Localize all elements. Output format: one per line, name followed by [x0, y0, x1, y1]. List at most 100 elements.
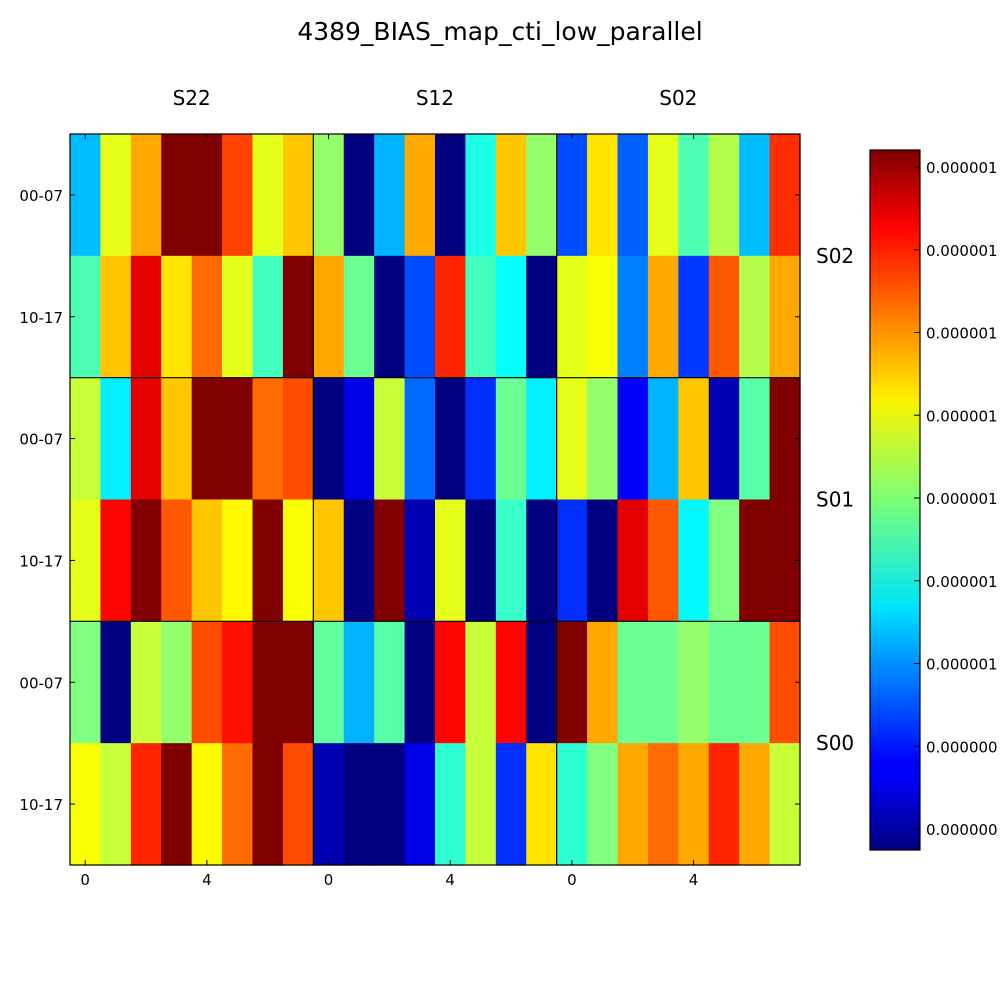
colorbar-tick-label: 0.000000 — [926, 821, 998, 839]
heatmap-cell — [191, 134, 223, 257]
heatmap-cell — [191, 255, 223, 379]
heatmap-cell — [374, 499, 406, 622]
heatmap-cell — [100, 255, 132, 379]
heatmap-cell — [556, 255, 588, 379]
heatmap-cell — [313, 743, 345, 866]
heatmap-cell — [282, 255, 314, 379]
heatmap-cell — [252, 255, 284, 379]
heatmap-cell — [343, 743, 375, 866]
heatmap-cell — [708, 134, 740, 257]
heatmap-cell — [191, 499, 223, 622]
heatmap-cell — [465, 134, 497, 257]
heatmap-cell — [70, 134, 102, 257]
heatmap-cell — [556, 377, 588, 501]
heatmap-cell — [647, 621, 679, 744]
heatmap-cell — [130, 134, 162, 257]
heatmap-cell — [282, 377, 314, 501]
heatmap-cell — [678, 621, 710, 744]
heatmap-cell — [222, 377, 254, 501]
heatmap-cell — [130, 377, 162, 501]
heatmap-cell — [647, 134, 679, 257]
heatmap-cell — [161, 255, 193, 379]
heatmap-cell — [70, 377, 102, 501]
heatmap-cell — [587, 377, 619, 501]
heatmap-cell — [739, 134, 771, 257]
heatmap-cell — [343, 499, 375, 622]
heatmap-cell — [617, 499, 649, 622]
heatmap-cell — [252, 134, 284, 257]
x-tick-label: 4 — [202, 871, 212, 889]
heatmap-cell — [678, 499, 710, 622]
heatmap-cell — [465, 499, 497, 622]
heatmap-cell — [526, 499, 558, 622]
heatmap-cell — [404, 377, 436, 501]
heatmap-cell — [130, 621, 162, 744]
heatmap-cell — [191, 743, 223, 866]
heatmap-cell — [465, 621, 497, 744]
heatmap-cell — [587, 255, 619, 379]
heatmap-cell — [374, 377, 406, 501]
heatmap-cell — [282, 499, 314, 622]
heatmap-cell — [161, 134, 193, 257]
heatmap-cell — [191, 621, 223, 744]
chart-title: 4389_BIAS_map_cti_low_parallel — [297, 17, 702, 46]
heatmap-cell — [222, 134, 254, 257]
heatmap-cell — [495, 134, 527, 257]
heatmap-cell — [435, 743, 467, 866]
heatmap-cell — [617, 255, 649, 379]
heatmap-cell — [465, 743, 497, 866]
y-tick-label: 10-17 — [19, 796, 63, 814]
heatmap-cell — [161, 499, 193, 622]
colorbar — [869, 149, 921, 851]
heatmap-cell — [222, 255, 254, 379]
heatmap-cell — [708, 255, 740, 379]
colorbar-tick-label: 0.000001 — [926, 573, 998, 591]
heatmap-cell — [587, 134, 619, 257]
heatmap-cell — [374, 621, 406, 744]
colorbar-tick-label: 0.000001 — [926, 325, 998, 343]
heatmap-cell — [404, 499, 436, 622]
heatmap-cell — [130, 499, 162, 622]
heatmap-cell — [526, 621, 558, 744]
x-tick-label: 4 — [689, 871, 699, 889]
heatmap-cell — [343, 621, 375, 744]
heatmap-cell — [343, 255, 375, 379]
heatmap-cell — [252, 499, 284, 622]
heatmap-cell — [526, 134, 558, 257]
row-group-label: S02 — [816, 244, 854, 268]
heatmap-cell — [130, 743, 162, 866]
heatmap-cell — [313, 377, 345, 501]
heatmap-cell — [435, 255, 467, 379]
heatmap-cell — [587, 743, 619, 866]
heatmap-cell — [130, 255, 162, 379]
row-group-label: S01 — [816, 488, 854, 512]
heatmap-cell — [739, 255, 771, 379]
heatmap-cell — [161, 377, 193, 501]
heatmap-cell — [739, 499, 771, 622]
heatmap-cell — [70, 743, 102, 866]
heatmap-cell — [526, 743, 558, 866]
heatmap-cell — [708, 621, 740, 744]
plot-frame — [69, 133, 801, 866]
heatmap-cell — [495, 621, 527, 744]
heatmap-cell — [313, 255, 345, 379]
heatmap-cell — [526, 255, 558, 379]
heatmap-cell — [161, 743, 193, 866]
column-group-label: S22 — [173, 86, 211, 110]
heatmap-cell — [404, 134, 436, 257]
heatmap-cell — [556, 499, 588, 622]
heatmap-cell — [282, 743, 314, 866]
heatmap-cell — [556, 621, 588, 744]
heatmap-cell — [282, 621, 314, 744]
heatmap-cell — [678, 377, 710, 501]
y-tick-label: 00-07 — [19, 431, 63, 449]
heatmap-cell — [617, 377, 649, 501]
heatmap-cell — [647, 743, 679, 866]
heatmap-cell — [100, 743, 132, 866]
heatmap-cell — [191, 377, 223, 501]
colorbar-tick-label: 0.000001 — [926, 656, 998, 674]
y-tick-label: 10-17 — [19, 552, 63, 570]
heatmap-cell — [374, 743, 406, 866]
heatmap-cell — [313, 499, 345, 622]
heatmap-cell — [435, 499, 467, 622]
